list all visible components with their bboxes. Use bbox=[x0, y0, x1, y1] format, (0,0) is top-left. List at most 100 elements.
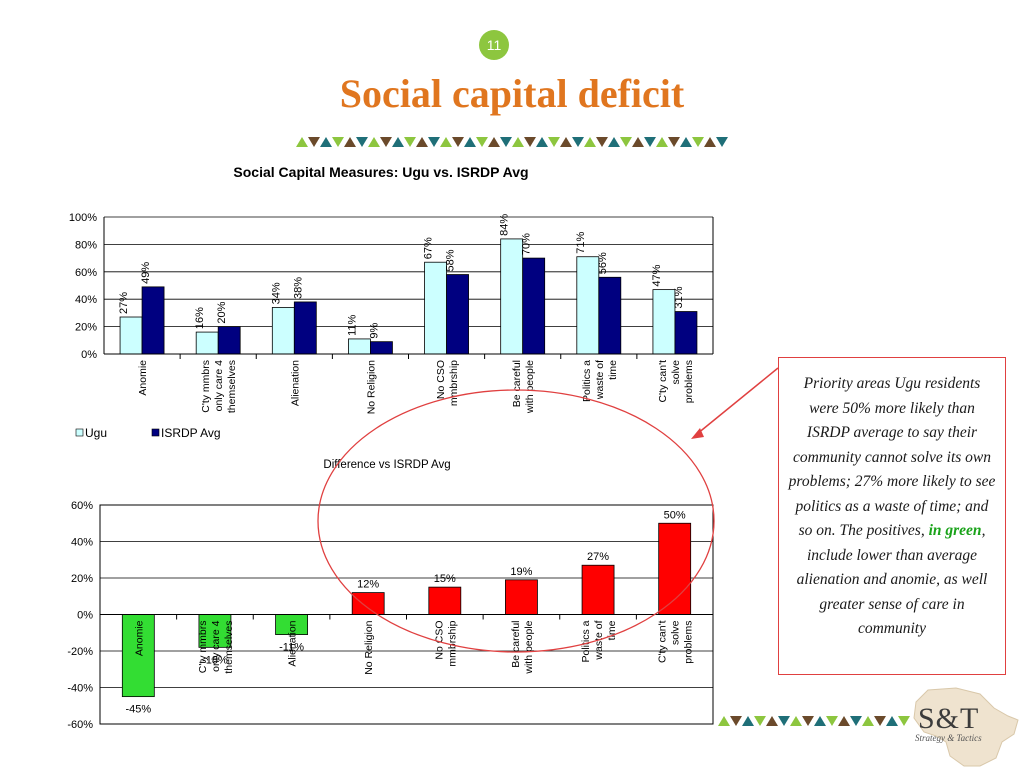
footer-triangle bbox=[814, 716, 826, 726]
divider-triangle bbox=[524, 137, 536, 147]
footer-decoration bbox=[718, 687, 1019, 767]
data-label: 27% bbox=[587, 551, 609, 563]
callout-highlight: in green bbox=[928, 522, 982, 539]
footer-triangle bbox=[874, 716, 886, 726]
x-category-label: only care 4 bbox=[213, 360, 225, 412]
bar-positive bbox=[581, 564, 615, 615]
divider-triangle bbox=[296, 137, 308, 147]
x-category-label: No CSO bbox=[433, 621, 445, 660]
divider-triangle bbox=[668, 137, 680, 147]
x-category-label: waste of bbox=[593, 620, 605, 660]
x-category-label: No CSO bbox=[435, 360, 447, 399]
callout-text-end: , include lower than average alienation … bbox=[796, 522, 988, 637]
divider-triangle bbox=[404, 137, 416, 147]
x-category-label: Be careful bbox=[510, 621, 522, 668]
difference-chart: Difference vs ISRDP Avg -60% -40% -20% 0% 20%… bbox=[67, 459, 714, 731]
footer-triangle bbox=[730, 716, 742, 726]
footer-triangle bbox=[838, 716, 850, 726]
data-label: 31% bbox=[673, 286, 685, 308]
footer-triangle bbox=[742, 716, 754, 726]
y-tick-label: 20% bbox=[71, 573, 93, 585]
legend-swatch-ugu bbox=[75, 428, 84, 437]
divider-triangle bbox=[392, 137, 404, 147]
divider-triangle bbox=[632, 137, 644, 147]
x-category-label: C'ty mmbrs bbox=[197, 621, 209, 674]
data-label: -11% bbox=[279, 642, 304, 654]
divider-triangle bbox=[464, 137, 476, 147]
footer-triangle bbox=[718, 716, 730, 726]
data-label: 34% bbox=[270, 282, 282, 304]
x-category-label: time bbox=[607, 360, 619, 380]
x-category-label: themselves bbox=[226, 360, 238, 413]
footer-triangle bbox=[754, 716, 766, 726]
data-label: 15% bbox=[434, 573, 456, 585]
legend-label: Ugu bbox=[85, 426, 107, 440]
divider-triangle bbox=[704, 137, 716, 147]
footer-triangles bbox=[718, 716, 910, 726]
y-tick-label: -60% bbox=[67, 719, 93, 731]
data-label: -18% bbox=[202, 654, 228, 666]
divider-triangle bbox=[476, 137, 488, 147]
x-category-label: problems bbox=[683, 621, 695, 664]
divider-triangle bbox=[680, 137, 692, 147]
divider-triangle bbox=[512, 137, 524, 147]
divider-triangle bbox=[428, 137, 440, 147]
divider-triangle bbox=[440, 137, 452, 147]
footer-triangle bbox=[778, 716, 790, 726]
x-category-label: Anomie bbox=[137, 360, 149, 396]
data-label: 12% bbox=[357, 579, 379, 591]
divider-triangle bbox=[356, 137, 368, 147]
bar-positive bbox=[351, 592, 385, 615]
x-category-label: mmbrship bbox=[446, 620, 458, 666]
data-label: 58% bbox=[445, 249, 457, 271]
divider-triangle bbox=[368, 137, 380, 147]
divider-triangle bbox=[320, 137, 332, 147]
x-category-label: time bbox=[606, 620, 618, 640]
slide-title: Social capital deficit bbox=[339, 71, 685, 116]
x-category-label: with people bbox=[523, 620, 535, 674]
divider-triangle bbox=[620, 137, 632, 147]
y-tick-label: 20% bbox=[75, 322, 97, 334]
legend-label: ISRDP Avg bbox=[161, 426, 221, 440]
y-tick-label: 80% bbox=[75, 239, 97, 251]
data-label: 70% bbox=[521, 233, 533, 255]
divider-triangle bbox=[500, 137, 512, 147]
y-tick-label: -20% bbox=[67, 646, 93, 658]
callout-box: Priority areas Ugu residents were 50% mo… bbox=[778, 357, 1006, 675]
legend-swatch-isrdp bbox=[151, 428, 160, 437]
footer-triangle bbox=[850, 716, 862, 726]
y-tick-label: -40% bbox=[67, 683, 93, 695]
bar-positive bbox=[505, 579, 538, 615]
data-label: 67% bbox=[423, 237, 435, 259]
footer-triangle bbox=[898, 716, 910, 726]
x-category-label: themselves bbox=[223, 621, 235, 674]
divider-triangle bbox=[716, 137, 728, 147]
x-category-label: Anomie bbox=[133, 620, 145, 656]
footer-triangle bbox=[766, 716, 778, 726]
x-category-label: C'ty mmbrs bbox=[200, 360, 212, 413]
chart-title: Difference vs ISRDP Avg bbox=[323, 459, 450, 471]
divider-triangle bbox=[488, 137, 500, 147]
divider-triangle bbox=[644, 137, 656, 147]
logo-wordmark: S&T bbox=[918, 702, 980, 735]
y-tick-label: 40% bbox=[75, 294, 97, 306]
divider-triangle bbox=[332, 137, 344, 147]
divider-triangle bbox=[596, 137, 608, 147]
data-label: 27% bbox=[118, 292, 130, 314]
divider-triangle bbox=[452, 137, 464, 147]
decorative-divider bbox=[296, 137, 728, 147]
slide-number-badge: 11 bbox=[479, 30, 509, 60]
divider-triangle bbox=[416, 137, 428, 147]
divider-triangle bbox=[656, 137, 668, 147]
divider-triangle bbox=[560, 137, 572, 147]
bar-positive bbox=[658, 522, 692, 615]
divider-triangle bbox=[536, 137, 548, 147]
footer-triangle bbox=[862, 716, 874, 726]
chart-title: Social Capital Measures: Ugu vs. ISRDP A… bbox=[233, 164, 528, 180]
callout-text: Priority areas Ugu residents were 50% mo… bbox=[788, 375, 996, 539]
divider-triangle bbox=[548, 137, 560, 147]
bar-negative bbox=[121, 614, 155, 698]
y-tick-label: 60% bbox=[71, 500, 93, 512]
divider-triangle bbox=[584, 137, 596, 147]
x-category-label: solve bbox=[670, 360, 682, 385]
